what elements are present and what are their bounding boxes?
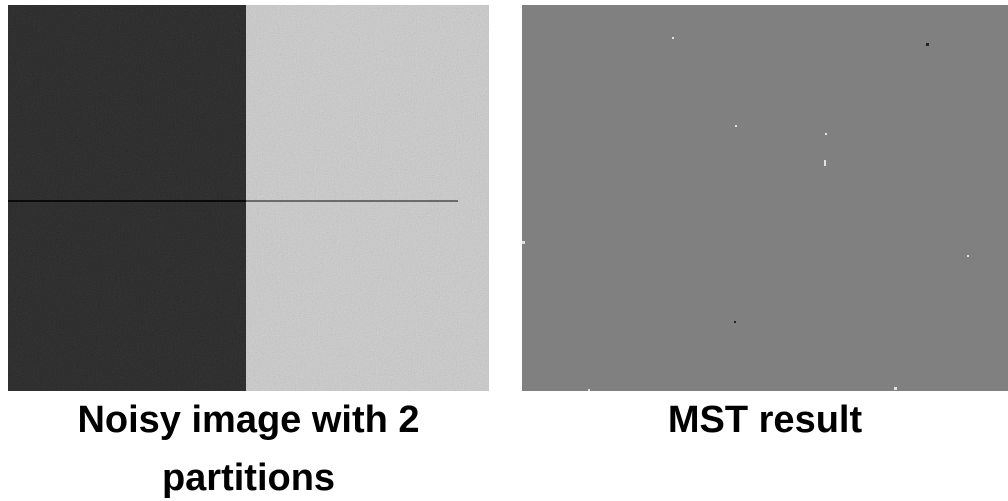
boundary-line bbox=[246, 200, 458, 202]
noisy-image bbox=[8, 5, 489, 391]
caption: Noisy image with 2 partitions bbox=[8, 391, 489, 501]
figure: Noisy image with 2 partitions MST result bbox=[0, 0, 1008, 501]
caption: MST result bbox=[522, 391, 1008, 449]
noise bbox=[8, 5, 489, 391]
boundary-line bbox=[8, 200, 246, 202]
segment bbox=[522, 5, 1008, 391]
mst-result-image bbox=[522, 5, 1008, 391]
